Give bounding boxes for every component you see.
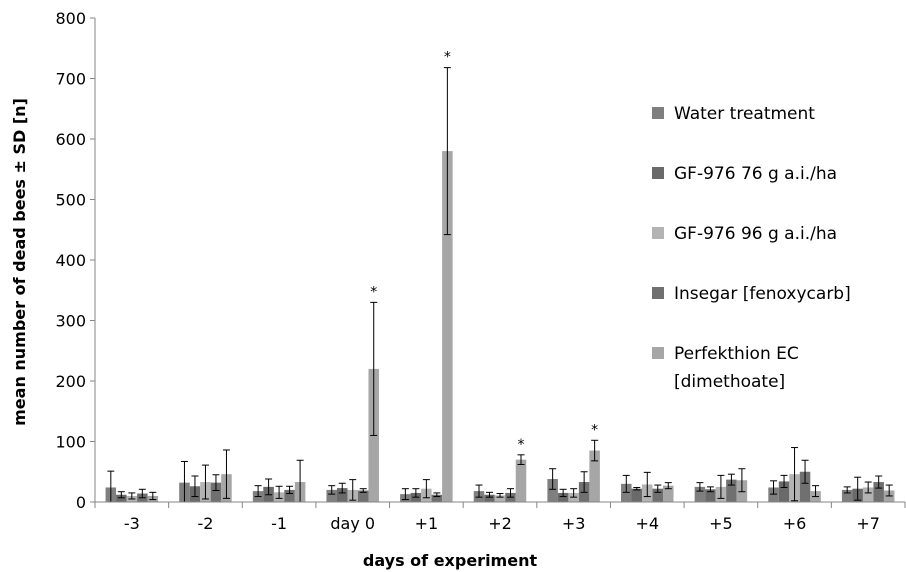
significance-marker: * [444,50,451,66]
bar [589,450,600,502]
y-tick-label: 800 [55,9,86,28]
significance-marker: * [591,422,598,438]
bar [841,489,853,502]
legend-label: [dimethoate] [674,372,785,392]
bar [663,485,674,502]
legend-label: Water treatment [674,104,815,124]
y-tick-label: 500 [55,191,86,210]
x-tick-label: -2 [197,514,213,533]
bar [631,488,643,502]
bar [494,495,506,502]
legend-swatch [652,227,664,239]
bar [778,481,790,502]
x-tick-label: day 0 [330,514,375,533]
bar [484,494,495,502]
legend-swatch [652,167,664,179]
bar [873,482,884,502]
bar [726,479,737,502]
significance-marker: * [518,437,525,453]
axes [94,18,905,503]
bar [357,490,369,502]
significance-markers: * * * * [370,50,598,453]
legend-item: GF-976 96 g a.i./ha [652,224,837,244]
x-tick-label: +2 [488,514,512,533]
x-tick-label: +5 [709,514,733,533]
x-axis-ticks: -3 -2 -1 day 0 +1 +2 +3 +4 +5 +6 +7 [94,502,906,533]
legend-label: Perfekthion EC [674,344,799,364]
bar [515,459,527,502]
legend-swatch [652,107,664,119]
x-tick-label: -1 [271,514,287,533]
y-axis-title: mean number of dead bees ± SD [n] [10,98,29,426]
bar [652,488,664,502]
bar [210,482,222,502]
y-tick-label: 700 [55,70,86,89]
error-bars [107,67,893,503]
legend-swatch [652,347,664,359]
bar [557,492,569,502]
bar [284,489,295,502]
bar [862,487,874,502]
legend-label: Insegar [fenoxycarb] [674,284,851,304]
legend-item: GF-976 76 g a.i./ha [652,164,837,184]
bar [621,483,632,502]
y-tick-label: 600 [55,130,86,149]
x-tick-label: +4 [635,514,659,533]
y-axis-ticks: 0 100 200 300 400 500 600 700 800 [55,9,95,512]
x-tick-label: +3 [562,514,586,533]
bar [799,471,811,502]
bar [547,479,558,502]
x-axis-title: days of experiment [363,551,538,570]
y-tick-label: 100 [55,433,86,452]
bar [694,486,706,503]
legend-swatch [652,287,664,299]
y-tick-label: 200 [55,372,86,391]
significance-marker: * [370,284,377,300]
bar [326,489,337,502]
x-tick-label: +7 [856,514,880,533]
bar [116,494,127,502]
y-tick-label: 0 [76,493,86,512]
plot-bars [105,151,895,503]
legend-item: Water treatment [652,104,815,124]
y-tick-label: 400 [55,251,86,270]
legend-label: GF-976 76 g a.i./ha [674,164,837,184]
bar [442,151,453,502]
legend-item: Insegar [fenoxycarb] [652,284,851,304]
legend-item: Perfekthion EC [dimethoate] [652,344,799,392]
bar [336,488,348,502]
x-tick-label: -3 [124,514,140,533]
y-tick-label: 300 [55,312,86,331]
bar [705,489,716,502]
legend: Water treatment GF-976 76 g a.i./ha GF-976… [652,104,851,392]
x-tick-label: +1 [415,514,439,533]
bar [768,487,779,502]
legend-label: GF-976 96 g a.i./ha [674,224,837,244]
x-tick-label: +6 [783,514,807,533]
bar [431,494,443,502]
